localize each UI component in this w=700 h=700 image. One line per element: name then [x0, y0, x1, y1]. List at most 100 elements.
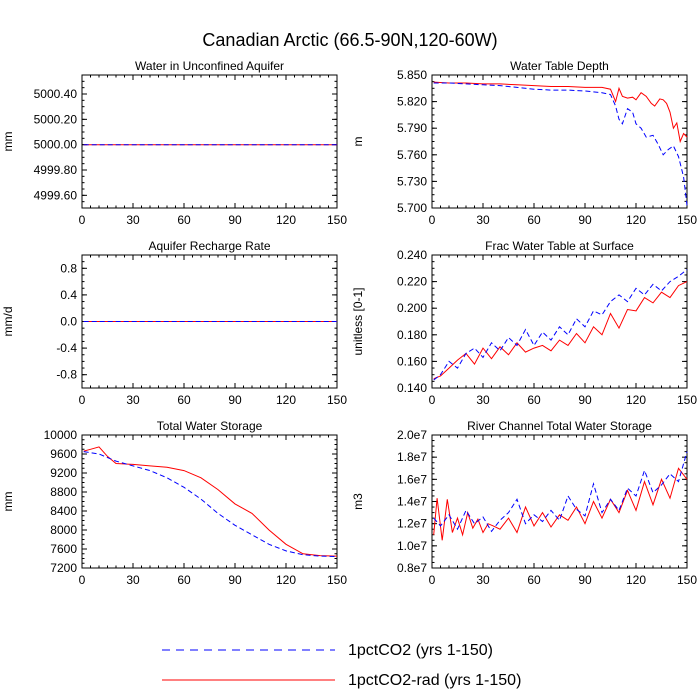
x-tick-label: 30	[476, 213, 490, 227]
x-tick-label: 90	[228, 573, 242, 587]
x-tick-label: 120	[626, 393, 646, 407]
y-tick-label: 0.8	[60, 261, 77, 275]
y-tick-label: 4999.60	[34, 188, 78, 202]
x-tick-label: 0	[79, 213, 86, 227]
x-tick-label: 60	[527, 573, 541, 587]
panel-title: Total Water Storage	[157, 419, 263, 433]
x-tick-label: 90	[228, 393, 242, 407]
legend-label-1pctco2-rad: 1pctCO2-rad (yrs 1-150)	[348, 672, 521, 689]
axes: 0 30 60 90 120 150 4999.60 4999.80 5000.00 5000.2…	[34, 74, 347, 227]
x-tick-label: 150	[677, 393, 697, 407]
figure-title: Canadian Arctic (66.5-90N,120-60W)	[202, 30, 497, 50]
y-tick-label: 1.0e7	[397, 539, 427, 553]
series-line-1pctco2-rad	[83, 446, 338, 557]
series-line-1pctco2	[83, 451, 338, 558]
x-tick-label: 30	[126, 213, 140, 227]
x-tick-label: 120	[276, 213, 296, 227]
plot-lines	[83, 446, 338, 558]
series-line-1pctco2-rad	[433, 281, 688, 380]
y-tick-label: 4999.80	[34, 163, 78, 177]
y-tick-label: 1.8e7	[397, 450, 427, 464]
x-tick-label: 150	[327, 573, 347, 587]
panel-frac-water-table-at-surface: Frac Water Table at Surface unitless [0-…	[351, 239, 697, 407]
y-tick-label: 0.8e7	[397, 561, 427, 575]
x-tick-label: 60	[177, 573, 191, 587]
x-tick-label: 120	[276, 573, 296, 587]
y-tick-label: -0.8	[56, 368, 77, 382]
y-axis-label: mm	[1, 132, 15, 152]
x-tick-label: 90	[578, 573, 592, 587]
x-tick-label: 120	[276, 393, 296, 407]
y-tick-label: 5.790	[397, 121, 427, 135]
plot-frame	[81, 74, 338, 209]
y-tick-label: 0.240	[397, 248, 427, 262]
y-tick-label: 5.700	[397, 201, 427, 215]
y-axis-label: m	[351, 137, 365, 147]
y-tick-label: 7200	[50, 561, 77, 575]
y-tick-label: 0.180	[397, 328, 427, 342]
y-tick-label: 5000.20	[34, 112, 78, 126]
panel-water-in-unconfined-aquifer: Water in Unconfined Aquifer mm 0 30 60 90 12…	[1, 59, 347, 227]
y-tick-label: 5.820	[397, 95, 427, 109]
x-tick-label: 30	[126, 393, 140, 407]
y-tick-label: 1.2e7	[397, 517, 427, 531]
x-tick-label: 120	[626, 213, 646, 227]
x-tick-label: 30	[476, 393, 490, 407]
axes: 0 30 60 90 120 150 5.700 5.730 5.760 5.790 5.820 5.…	[397, 68, 697, 227]
x-tick-label: 150	[677, 573, 697, 587]
y-tick-label: 1.4e7	[397, 495, 427, 509]
panel-title: Water in Unconfined Aquifer	[135, 59, 284, 73]
legend: 1pctCO2 (yrs 1-150) 1pctCO2-rad (yrs 1-1…	[162, 642, 521, 689]
y-tick-label: 7600	[50, 542, 77, 556]
plot-frame	[81, 434, 338, 569]
y-tick-label: 8000	[50, 523, 77, 537]
x-tick-label: 0	[429, 393, 436, 407]
plot-lines	[433, 451, 688, 541]
y-tick-label: 0.160	[397, 354, 427, 368]
y-tick-label: 2.0e7	[397, 428, 427, 442]
y-axis-label: mm/d	[1, 307, 15, 337]
panel-title: Frac Water Table at Surface	[485, 239, 634, 253]
x-tick-label: 0	[429, 213, 436, 227]
x-tick-label: 90	[228, 213, 242, 227]
x-tick-label: 150	[677, 213, 697, 227]
y-tick-label: 5.760	[397, 148, 427, 162]
axes: 0 30 60 90 120 150 0.8e7 1.0e7 1.2e7 1.4e7 1.6e7 1.…	[397, 428, 697, 587]
panel-title: Aquifer Recharge Rate	[148, 239, 270, 253]
y-tick-label: 0.0	[60, 315, 77, 329]
y-tick-label: 0.200	[397, 301, 427, 315]
y-tick-label: 10000	[44, 428, 78, 442]
legend-label-1pctco2: 1pctCO2 (yrs 1-150)	[348, 642, 493, 659]
panel-aquifer-recharge-rate: Aquifer Recharge Rate mm/d 0 30 60 90 120 150…	[1, 239, 347, 407]
axes: 0 30 60 90 120 150 7200 7600 8000 8400 8800 9200 960…	[44, 428, 348, 587]
x-tick-label: 0	[79, 573, 86, 587]
panel-river-channel-total-water-storage: River Channel Total Water Storage m3 0 30…	[351, 419, 697, 587]
axes: 0 30 60 90 120 150 -0.8 -0.4 0.0 0.4 0.8	[56, 254, 347, 407]
y-tick-label: 5.850	[397, 68, 427, 82]
y-tick-label: 5000.00	[34, 138, 78, 152]
y-tick-label: 1.6e7	[397, 472, 427, 486]
x-tick-label: 0	[429, 573, 436, 587]
y-axis-label: m3	[351, 493, 365, 510]
y-tick-label: 5000.40	[34, 87, 78, 101]
y-tick-label: 0.4	[60, 288, 77, 302]
x-tick-label: 90	[578, 393, 592, 407]
y-tick-label: 9200	[50, 466, 77, 480]
x-tick-label: 90	[578, 213, 592, 227]
panel-title: River Channel Total Water Storage	[467, 419, 652, 433]
axes: 0 30 60 90 120 150 0.140 0.160 0.180 0.200 0.220 0.…	[397, 248, 697, 407]
series-line-1pctco2-rad	[433, 467, 688, 541]
plot-lines	[433, 81, 688, 206]
x-tick-label: 60	[177, 393, 191, 407]
plot-lines	[433, 269, 688, 381]
y-tick-label: 8800	[50, 485, 77, 499]
panel-water-table-depth: Water Table Depth m 0 30 60 90 120 150 5.700 5.…	[351, 59, 697, 227]
x-tick-label: 30	[126, 573, 140, 587]
series-line-1pctco2	[433, 451, 688, 533]
x-tick-label: 120	[626, 573, 646, 587]
y-tick-label: -0.4	[56, 341, 77, 355]
y-tick-label: 5.730	[397, 174, 427, 188]
x-tick-label: 150	[327, 393, 347, 407]
panel-total-water-storage: Total Water Storage mm 0 30 60 90 120 150 7200…	[1, 419, 347, 587]
series-line-1pctco2	[433, 82, 688, 206]
